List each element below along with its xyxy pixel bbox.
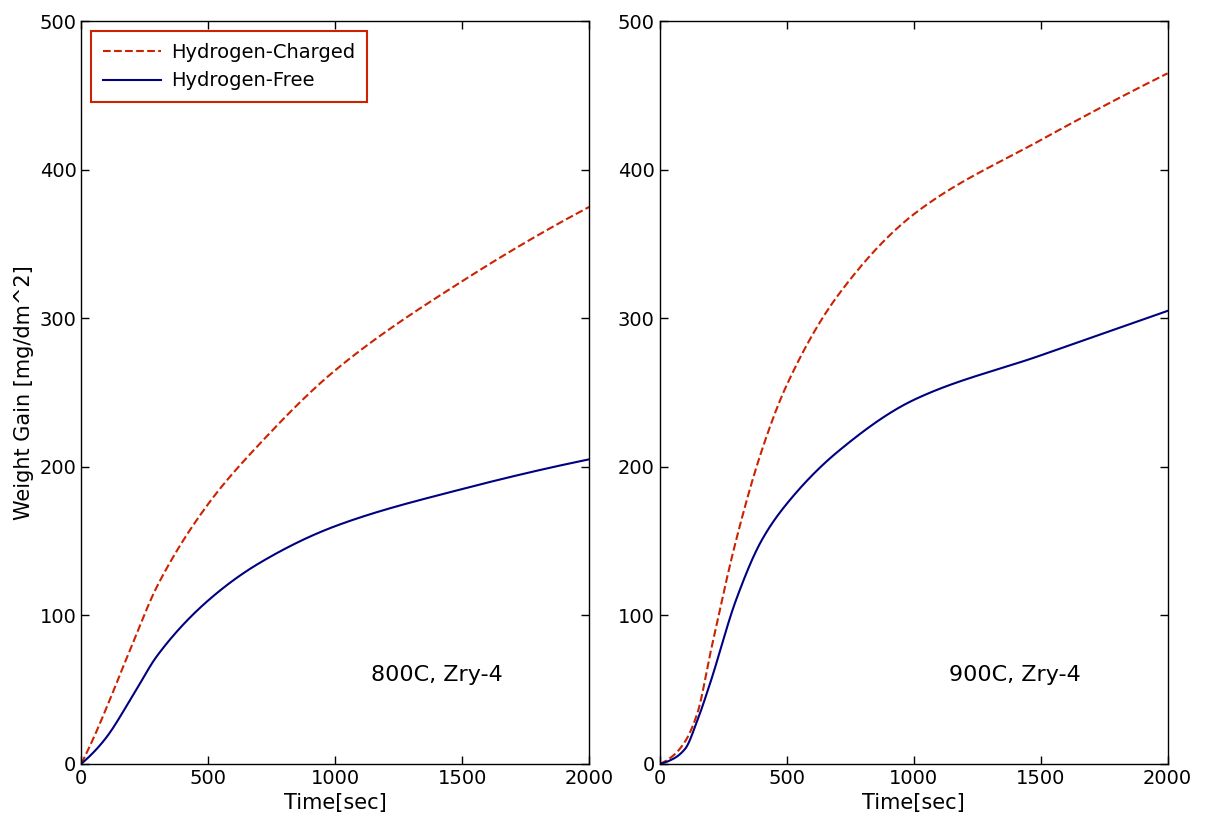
Text: 800C, Zry-4: 800C, Zry-4	[371, 665, 503, 685]
X-axis label: Time[sec]: Time[sec]	[862, 793, 965, 813]
X-axis label: Time[sec]: Time[sec]	[283, 793, 387, 813]
Legend: Hydrogen-Charged, Hydrogen-Free: Hydrogen-Charged, Hydrogen-Free	[90, 31, 367, 103]
Y-axis label: Weight Gain [mg/dm^2]: Weight Gain [mg/dm^2]	[14, 265, 34, 520]
Text: 900C, Zry-4: 900C, Zry-4	[949, 665, 1081, 685]
